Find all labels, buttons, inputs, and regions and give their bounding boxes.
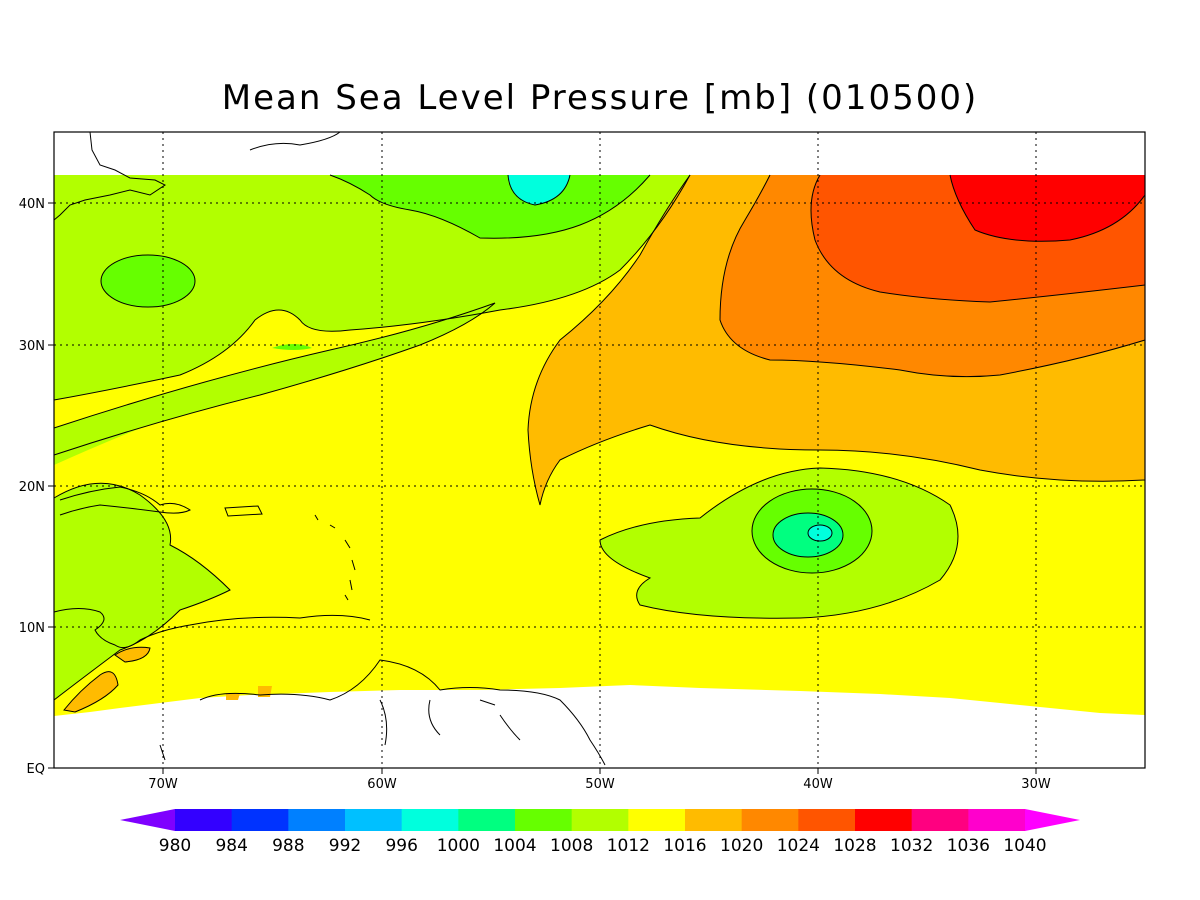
colorbar-label: 1000 (437, 836, 480, 856)
colorbar-label: 1028 (833, 836, 876, 856)
colorbar-box (231, 809, 289, 831)
lat-label-10n: 10N (19, 621, 45, 636)
colorbar-arrow-low (120, 809, 175, 831)
field-1004-north (508, 175, 570, 205)
colorbar-label: 996 (385, 836, 417, 856)
contour-south-a (63, 671, 119, 713)
lon-label-50w: 50W (585, 777, 615, 792)
colorbar-label: 1016 (663, 836, 706, 856)
map-title: Mean Sea Level Pressure [mb] (010500) (221, 78, 979, 118)
coastlines (53, 131, 606, 766)
axis-ticks (48, 202, 1037, 774)
colorbar-label: 988 (272, 836, 304, 856)
colorbar-box (458, 809, 516, 831)
colorbar-box (798, 809, 856, 831)
colorbar-label: 1032 (890, 836, 933, 856)
contour-1008-low (751, 488, 873, 574)
coastline-cuba (59, 486, 191, 516)
colorbar-label: 992 (329, 836, 361, 856)
colorbar-label: 1004 (493, 836, 536, 856)
lat-label-20n: 20N (19, 480, 45, 495)
lon-label-70w: 70W (148, 777, 178, 792)
colorbar-label: 984 (215, 836, 247, 856)
lon-label-30w: 30W (1021, 777, 1051, 792)
coastline-north-america (53, 131, 166, 221)
colorbar-label: 1024 (777, 836, 820, 856)
lon-label-40w: 40W (803, 777, 833, 792)
field-1020-south-b (115, 647, 150, 662)
colorbar-box (968, 809, 1026, 831)
colorbar-label: 1020 (720, 836, 763, 856)
coastline-south-america (159, 659, 606, 766)
coastline-hispaniola (224, 505, 263, 517)
contour-1008-west (100, 254, 196, 308)
coastline-lesser-antilles (314, 514, 356, 601)
contour-1012-low (599, 467, 959, 619)
colorbar-box (571, 809, 629, 831)
colorbar-box (911, 809, 969, 831)
contour-south-b (114, 646, 151, 663)
contour-caribbean (53, 482, 231, 701)
colorbar-label: 1012 (607, 836, 650, 856)
contour-1020 (527, 174, 1146, 506)
colorbar-box (515, 809, 573, 831)
colorbar-label: 980 (159, 836, 191, 856)
field-1012-caribbean (54, 483, 230, 700)
field-1008-north (330, 175, 650, 239)
colorbar-box (855, 809, 913, 831)
contour-1028 (810, 174, 1146, 303)
contour-1032 (949, 174, 1146, 242)
contour-1004-low (772, 512, 844, 558)
field-1032 (950, 175, 1145, 242)
colorbar-label: 1036 (947, 836, 990, 856)
contour-1016-band (53, 302, 496, 456)
coastline-nova-scotia (249, 131, 341, 151)
colorbar-box (175, 809, 233, 831)
contour-1008-north (329, 174, 651, 239)
colorbar-box (401, 809, 459, 831)
colorbar-box (345, 809, 403, 831)
coastline-central-america (53, 608, 371, 649)
colorbar-box (628, 809, 686, 831)
field-1020-south-a (64, 671, 118, 712)
colorbar-label: 1040 (1003, 836, 1046, 856)
contour-1012-north (53, 174, 691, 401)
contour-1024 (719, 174, 1146, 378)
colorbar: 980 984 988 992 996 1000 1004 1008 1012 1016 1020 1… (120, 809, 1080, 856)
lon-label-60w: 60W (367, 777, 397, 792)
contour-1000-low (807, 524, 833, 542)
lat-label-eq: EQ (27, 762, 45, 777)
contour-1004-north (507, 174, 571, 206)
colorbar-label: 1008 (550, 836, 593, 856)
lat-label-40n: 40N (19, 197, 45, 212)
field-1008-west (101, 255, 195, 307)
colorbar-box (741, 809, 799, 831)
colorbar-box (288, 809, 346, 831)
field-1020-south-c (226, 693, 240, 700)
colorbar-box (685, 809, 743, 831)
field-1000-low (808, 525, 832, 541)
graticule (54, 132, 1145, 768)
lat-label-30n: 30N (19, 339, 45, 354)
coastline-guianas (379, 699, 521, 746)
longitude-labels: 70W 60W 50W 40W 30W (148, 777, 1051, 792)
colorbar-arrow-high (1025, 809, 1080, 831)
latitude-labels: 40N 30N 20N 10N EQ (19, 197, 45, 777)
contour-lines (53, 174, 1146, 713)
